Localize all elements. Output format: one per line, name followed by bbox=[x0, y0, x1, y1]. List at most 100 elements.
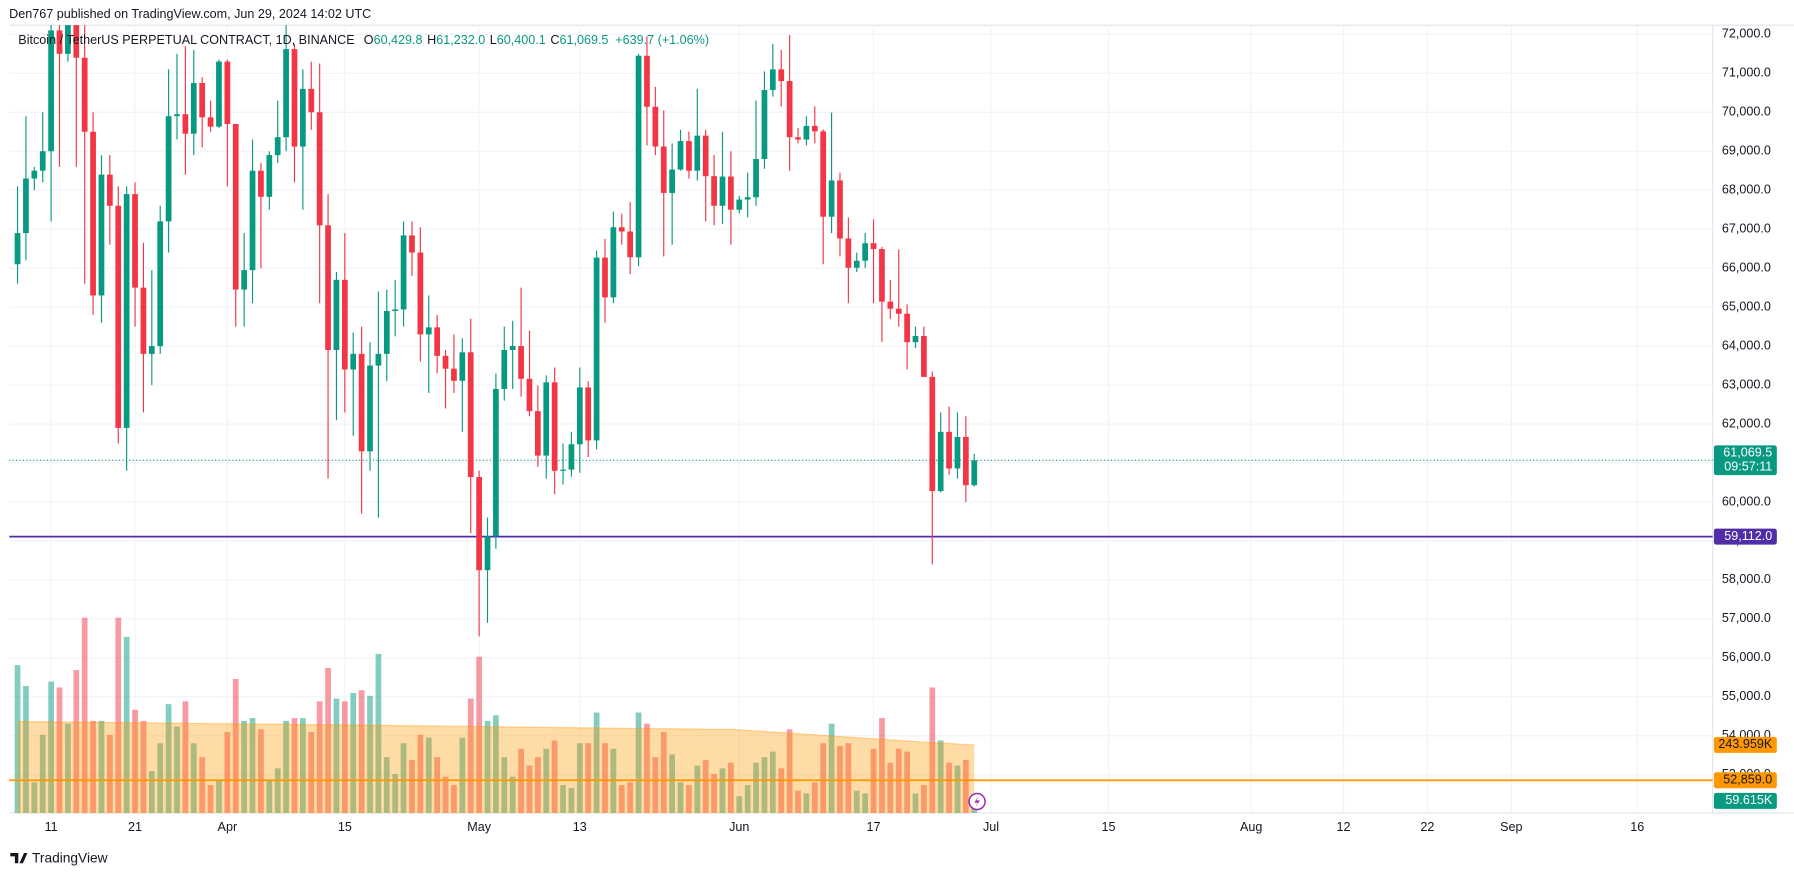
volume-bar bbox=[660, 732, 667, 813]
candle-body bbox=[686, 141, 692, 171]
candle-body bbox=[115, 205, 122, 428]
volume-bar bbox=[48, 681, 54, 813]
candle-body bbox=[241, 270, 247, 290]
candle-body bbox=[971, 460, 978, 486]
candle-body bbox=[73, 25, 80, 58]
candle-body bbox=[946, 431, 952, 469]
x-tick-label: Sep bbox=[1500, 820, 1522, 834]
volume-bar bbox=[325, 667, 331, 813]
volume-bar bbox=[728, 762, 734, 813]
y-tick-label: 66,000.0 bbox=[1722, 260, 1771, 274]
plot-area bbox=[9, 25, 1713, 813]
candle-body bbox=[585, 387, 592, 441]
lightning-icon bbox=[968, 792, 986, 811]
volume-ma-area bbox=[17, 721, 975, 813]
candle-body bbox=[837, 180, 843, 239]
volume-bar bbox=[937, 740, 944, 813]
x-tick-label: Aug bbox=[1240, 820, 1262, 834]
volume-bar bbox=[627, 782, 634, 813]
volume-ma-label-box bbox=[1713, 736, 1777, 753]
hline-label-box bbox=[1713, 528, 1777, 545]
volume-bar bbox=[912, 793, 919, 813]
volume-bar bbox=[845, 743, 852, 813]
candle-body bbox=[493, 388, 499, 537]
candle-body bbox=[157, 221, 164, 347]
volume-bar bbox=[484, 720, 491, 813]
volume-bar bbox=[744, 785, 751, 813]
volume-bar bbox=[862, 793, 869, 813]
volume-bar bbox=[954, 765, 961, 813]
candle-body bbox=[845, 238, 852, 268]
volume-bar bbox=[140, 720, 147, 813]
candle-body bbox=[795, 137, 801, 140]
volume-bar bbox=[921, 785, 927, 813]
y-tick-label: 55,000.0 bbox=[1722, 689, 1771, 703]
publisher-line: Den767 published on TradingView.com, Jun… bbox=[9, 7, 371, 21]
legend-change: +639.7 (+1.06%) bbox=[615, 33, 709, 47]
volume-bar bbox=[123, 636, 130, 813]
candle-body bbox=[224, 61, 231, 124]
volume-bar bbox=[652, 757, 659, 813]
volume-bar bbox=[216, 779, 222, 813]
volume-label-box bbox=[1713, 792, 1777, 809]
last-price-label-text: 61,069.5 bbox=[1723, 446, 1772, 460]
volume-bar bbox=[635, 712, 642, 813]
brand-logo: TradingView bbox=[10, 850, 108, 865]
volume-bar bbox=[157, 743, 164, 813]
y-tick-label: 72,000.0 bbox=[1722, 27, 1771, 41]
volume-ma-line bbox=[17, 720, 975, 746]
candle-body bbox=[383, 311, 390, 354]
candle-body bbox=[543, 382, 550, 456]
volume-bar bbox=[341, 701, 348, 813]
volume-bar bbox=[14, 665, 21, 813]
candle-body bbox=[316, 112, 323, 226]
x-tick-label: 16 bbox=[1630, 820, 1644, 834]
grid bbox=[9, 25, 1713, 813]
candle-body bbox=[535, 411, 541, 456]
volume-bar bbox=[283, 720, 289, 813]
candle-body bbox=[728, 176, 734, 210]
candle-body bbox=[912, 335, 919, 343]
volume-bar bbox=[39, 734, 46, 813]
volume-bar bbox=[535, 757, 541, 813]
candle-body bbox=[106, 174, 113, 206]
candle-body bbox=[484, 536, 491, 571]
volume-bar bbox=[23, 686, 29, 813]
candle-body bbox=[753, 159, 759, 198]
volume-bar bbox=[593, 712, 600, 813]
volume-bar bbox=[434, 757, 441, 813]
candle-body bbox=[652, 106, 659, 147]
candle-body bbox=[283, 49, 289, 138]
candle-body bbox=[501, 349, 508, 389]
x-tick-label: 22 bbox=[1420, 820, 1434, 834]
candle-body bbox=[669, 169, 675, 193]
volume-bar bbox=[417, 734, 424, 813]
volume-bar bbox=[274, 768, 281, 813]
candle-body bbox=[266, 155, 273, 197]
volume-bar bbox=[736, 796, 743, 813]
volume-bar bbox=[132, 709, 138, 813]
volume-bar bbox=[199, 757, 206, 813]
volume-bar bbox=[333, 698, 340, 813]
y-tick-label: 62,000.0 bbox=[1722, 416, 1771, 430]
candle-body bbox=[216, 61, 222, 127]
candle-body bbox=[778, 69, 785, 82]
volume-bar bbox=[358, 690, 365, 813]
volume-bar bbox=[467, 698, 474, 813]
x-tick-label: Apr bbox=[218, 820, 238, 834]
candle-body bbox=[182, 114, 189, 134]
candle-body bbox=[644, 55, 650, 107]
candle-body bbox=[409, 235, 415, 253]
candle-body bbox=[23, 178, 29, 234]
candle-body bbox=[325, 225, 331, 350]
last-price-label-box bbox=[1713, 445, 1777, 476]
x-tick-label: Jul bbox=[983, 820, 999, 834]
candle-body bbox=[576, 387, 583, 445]
candle-body bbox=[350, 353, 357, 370]
volume-bar bbox=[232, 679, 239, 813]
volume-bar bbox=[316, 701, 323, 813]
volume-bar bbox=[300, 718, 306, 813]
candle-body bbox=[870, 243, 877, 250]
candle-body bbox=[14, 233, 21, 265]
volume-bar bbox=[795, 790, 801, 813]
